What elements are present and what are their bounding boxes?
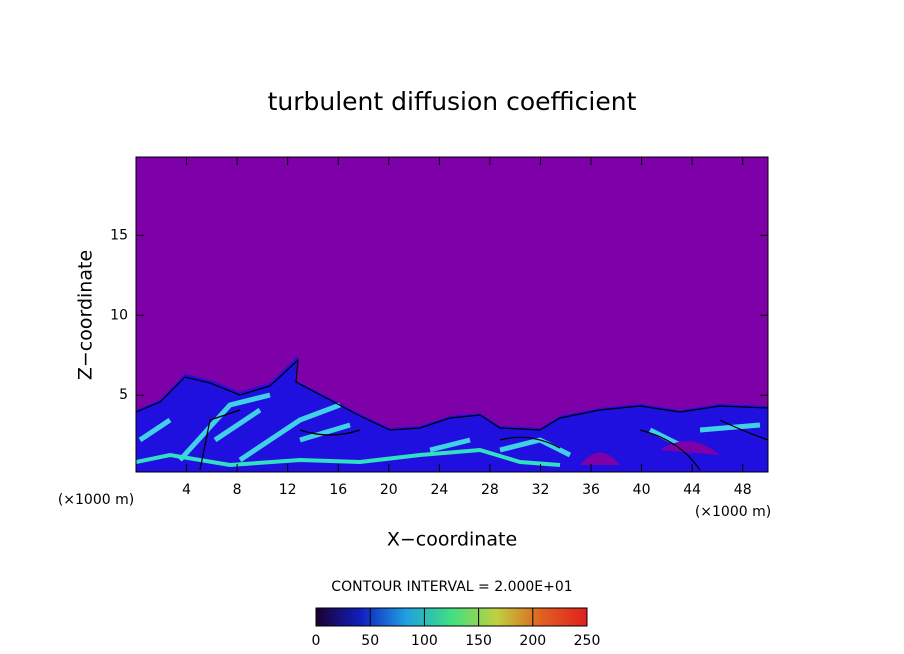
x-axis-label: X−coordinate — [387, 529, 517, 551]
x-unit-label: (×1000 m) — [58, 492, 134, 508]
x-tick-label: 40 — [633, 482, 651, 498]
x-tick-label: 16 — [329, 482, 347, 498]
field — [136, 157, 768, 472]
colorbar-tick-label: 250 — [574, 633, 601, 649]
colorbar-tick-label: 200 — [519, 633, 546, 649]
x-tick-label: 20 — [380, 482, 398, 498]
x-tick-label: 48 — [734, 482, 752, 498]
x-tick-label: 24 — [430, 482, 448, 498]
x-tick-label: 44 — [683, 482, 701, 498]
x-tick-label: 4 — [182, 482, 191, 498]
colorbar — [315, 607, 588, 627]
y-tick-label: 10 — [110, 307, 128, 323]
x-tick-label: 12 — [279, 482, 297, 498]
colorbar-tick-label: 100 — [411, 633, 438, 649]
x-tick-label: 32 — [532, 482, 550, 498]
y-tick-label: 15 — [110, 227, 128, 243]
chart-title: turbulent diffusion coefficient — [268, 87, 637, 116]
x-tick-label: 8 — [233, 482, 242, 498]
colorbar-tick-label: 150 — [465, 633, 492, 649]
contour-interval: CONTOUR INTERVAL = 2.000E+01 — [331, 579, 572, 595]
x-tick-label: 28 — [481, 482, 499, 498]
colorbar-tick-label: 50 — [361, 633, 379, 649]
x-tick-label: 36 — [582, 482, 600, 498]
y-tick-label: 5 — [119, 387, 128, 403]
plot-frame — [135, 156, 769, 473]
colorbar-tick-label: 0 — [312, 633, 321, 649]
y-axis-label: Z−coordinate — [75, 250, 97, 380]
x-unit-label: (×1000 m) — [695, 504, 771, 520]
